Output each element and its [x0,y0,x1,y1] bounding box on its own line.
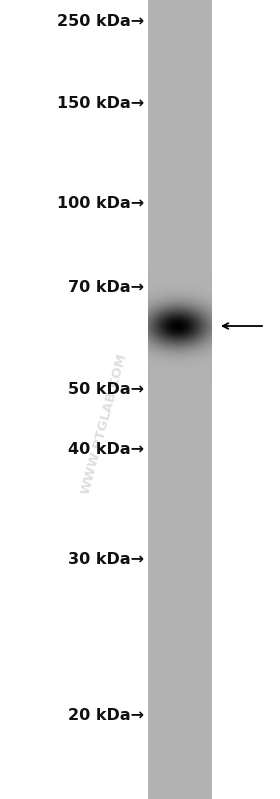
Text: 50 kDa→: 50 kDa→ [68,383,144,397]
Text: 70 kDa→: 70 kDa→ [68,280,144,295]
Text: 250 kDa→: 250 kDa→ [57,14,144,30]
Text: 20 kDa→: 20 kDa→ [68,709,144,724]
Bar [148,0,151,799]
Text: WWW.PTGLAB.COM: WWW.PTGLAB.COM [78,352,129,495]
Text: 40 kDa→: 40 kDa→ [68,443,144,458]
Text: 100 kDa→: 100 kDa→ [57,197,144,212]
Bar [148,0,212,799]
Text: 30 kDa→: 30 kDa→ [68,551,144,566]
Text: 150 kDa→: 150 kDa→ [57,96,144,110]
